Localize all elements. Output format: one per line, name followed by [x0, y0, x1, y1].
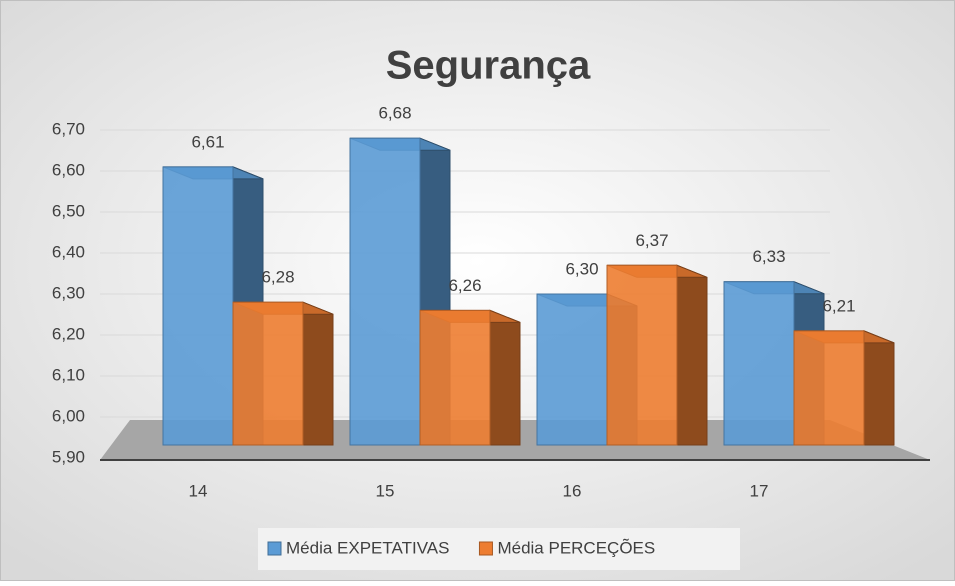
y-tick-label: 6,60 — [52, 160, 85, 179]
data-label: 6,21 — [822, 296, 855, 315]
bar — [536, 293, 608, 446]
y-tick-label: 6,10 — [52, 365, 85, 384]
legend-swatch — [267, 541, 282, 556]
data-label: 6,26 — [448, 276, 481, 295]
legend-swatch — [478, 541, 493, 556]
y-tick-label: 6,50 — [52, 201, 85, 220]
legend-label: Média PERCEÇÕES — [497, 538, 655, 557]
data-label: 6,37 — [635, 231, 668, 250]
data-label: 6,30 — [565, 259, 598, 278]
y-tick-label: 6,20 — [52, 324, 85, 343]
bar — [419, 309, 491, 446]
y-tick-label: 6,30 — [52, 283, 85, 302]
data-label: 6,68 — [378, 104, 411, 123]
data-label: 6,28 — [261, 268, 294, 287]
bar — [162, 166, 234, 446]
y-tick-label: 6,70 — [52, 119, 85, 138]
x-tick-label: 17 — [750, 481, 769, 500]
legend-box — [258, 528, 740, 570]
x-tick-label: 15 — [376, 481, 395, 500]
data-label: 6,61 — [191, 132, 224, 151]
bar-side — [302, 301, 334, 446]
y-tick-label: 5,90 — [52, 447, 85, 466]
x-tick-label: 16 — [563, 481, 582, 500]
bar — [606, 264, 678, 446]
chart-title: Segurança — [386, 44, 591, 88]
data-label: 6,33 — [752, 247, 785, 266]
bar-side — [489, 309, 521, 446]
y-tick-label: 6,40 — [52, 242, 85, 261]
bar — [793, 330, 865, 446]
legend-label: Média EXPETATIVAS — [286, 538, 449, 557]
bar — [723, 281, 795, 446]
bar-side — [863, 330, 895, 446]
x-tick-label: 14 — [189, 481, 208, 500]
bar — [349, 137, 421, 446]
bar — [232, 301, 304, 446]
y-tick-label: 6,00 — [52, 406, 85, 425]
bar-side — [676, 264, 708, 446]
